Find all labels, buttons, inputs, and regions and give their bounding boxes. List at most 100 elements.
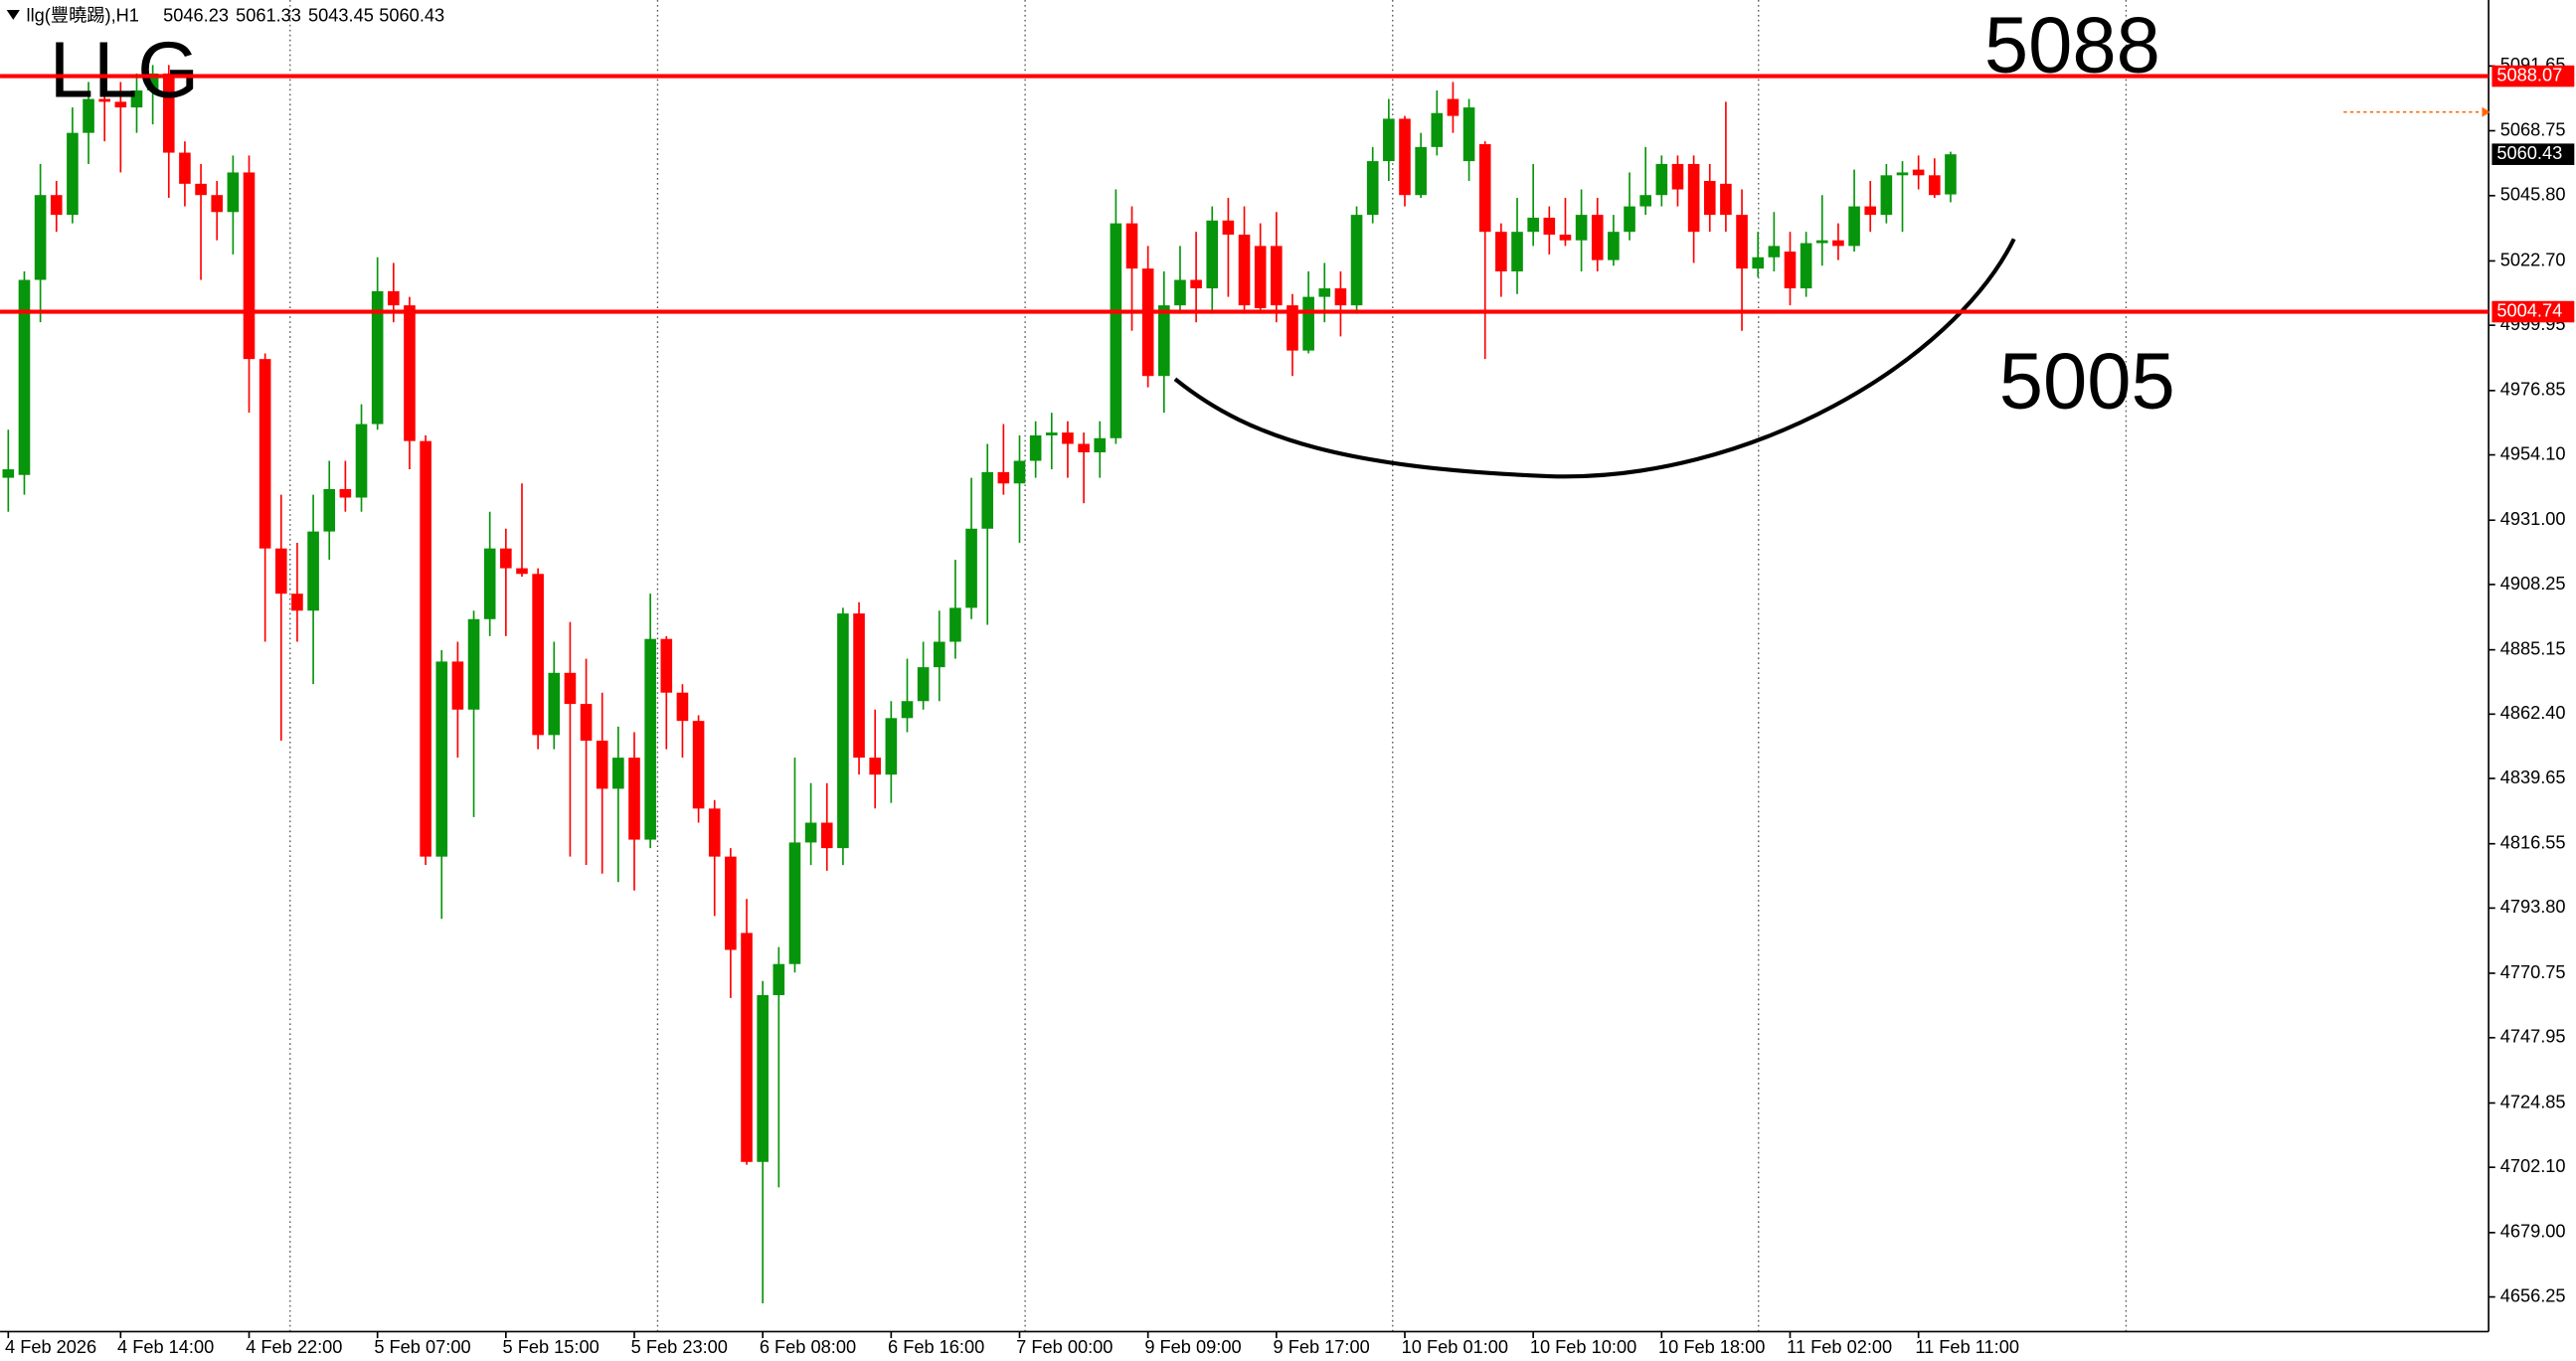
candle-body (1527, 217, 1539, 233)
candle-body (1912, 169, 1925, 176)
y-tick-label: 4656.25 (2500, 1284, 2566, 1305)
candle-body (1896, 172, 1909, 176)
candle-body (404, 305, 416, 441)
price-line-label: 5004.74 (2496, 299, 2562, 320)
candle-body (676, 692, 689, 722)
candle-body (612, 758, 624, 789)
candle-body (1703, 180, 1716, 216)
candle-body (195, 183, 207, 196)
candle-body (130, 89, 143, 108)
candle-body (901, 701, 914, 719)
ask-arrow (2482, 106, 2490, 117)
y-tick-label: 4954.10 (2500, 442, 2566, 463)
candle-body (67, 132, 79, 216)
x-tick-label: 9 Feb 17:00 (1274, 1336, 1370, 1357)
candle-body (1158, 305, 1170, 377)
candle-body (435, 661, 448, 857)
header-open: 5046.23 (163, 4, 229, 25)
x-tick-label: 5 Feb 15:00 (503, 1336, 600, 1357)
candle-body (1655, 163, 1668, 196)
candle-body (1238, 235, 1251, 306)
candle-body (773, 963, 785, 995)
candle-body (227, 172, 240, 213)
candle-body (644, 638, 656, 840)
price-line-label-box (2491, 65, 2575, 87)
candle-body (243, 172, 256, 360)
y-tick-label: 4816.55 (2500, 832, 2566, 853)
candle-body (1062, 432, 1074, 444)
candle-body (1447, 98, 1460, 116)
candle-body (692, 721, 705, 809)
candle-body (50, 195, 63, 216)
candle-body (1591, 215, 1604, 260)
candle-body (1671, 163, 1684, 190)
candle-body (1768, 246, 1781, 257)
x-tick-label: 10 Feb 01:00 (1402, 1336, 1508, 1357)
x-tick-label: 6 Feb 16:00 (888, 1336, 984, 1357)
candle-body (1302, 296, 1314, 351)
candle-body (965, 528, 977, 608)
candle-body (1094, 437, 1107, 452)
candle-body (291, 594, 303, 611)
y-tick-label: 4793.80 (2500, 896, 2566, 917)
candle-body (1206, 220, 1219, 289)
x-tick-label: 5 Feb 23:00 (631, 1336, 728, 1357)
candle-body (660, 638, 673, 693)
candle-body (114, 101, 127, 108)
candle-body (1045, 432, 1058, 435)
candle-body (2, 469, 15, 478)
y-tick-label: 4770.75 (2500, 961, 2566, 982)
candle-body (580, 704, 593, 742)
candle-body (516, 568, 528, 575)
candle-body (1800, 243, 1812, 289)
candle-body (1575, 215, 1588, 241)
candle-body (532, 574, 544, 736)
candle-body (307, 531, 319, 611)
y-tick-label: 5022.70 (2500, 249, 2566, 269)
candle-body (1110, 223, 1122, 438)
current-price-box (2491, 143, 2575, 165)
candle-body (467, 618, 480, 710)
current-price-label: 5060.43 (2496, 142, 2562, 163)
candle-body (725, 856, 737, 950)
x-tick-label: 4 Feb 2026 (5, 1336, 96, 1357)
candle-body (355, 424, 368, 498)
y-tick-label: 4839.65 (2500, 766, 2566, 787)
header-high: 5061.33 (236, 4, 301, 25)
candle-body (179, 152, 191, 184)
candle-body (1254, 246, 1267, 308)
price-line-label: 5088.07 (2496, 64, 2562, 85)
candle-body (1383, 118, 1395, 162)
y-tick-label: 4931.00 (2500, 508, 2566, 529)
menu-triangle (6, 9, 20, 20)
candle-body (1864, 206, 1877, 216)
symbol-title: llg(豐曉踢),H1 (27, 4, 139, 25)
x-tick-label: 4 Feb 14:00 (117, 1336, 214, 1357)
header-low: 5043.45 (308, 4, 374, 25)
y-tick-label: 4724.85 (2500, 1091, 2566, 1111)
y-tick-label: 4908.25 (2500, 573, 2566, 594)
candle-body (211, 195, 224, 213)
candle-body (1190, 279, 1202, 289)
candle-body (1929, 175, 1941, 196)
candle-body (1222, 220, 1235, 236)
candle-body (596, 741, 608, 789)
candle-body (1495, 232, 1507, 271)
candle-body (1784, 252, 1797, 289)
candle-body (1350, 215, 1363, 306)
x-tick-label: 7 Feb 00:00 (1016, 1336, 1113, 1357)
candle-body (804, 822, 817, 843)
candle-body (146, 73, 159, 90)
candle-body (885, 718, 898, 775)
candle-body (1880, 175, 1893, 216)
candle-body (741, 933, 753, 1162)
price-line-label-box (2491, 300, 2575, 323)
x-tick-label: 9 Feb 09:00 (1144, 1336, 1241, 1357)
candle-body (1431, 112, 1444, 147)
y-tick-label: 4747.95 (2500, 1026, 2566, 1047)
candle-body (1415, 146, 1427, 196)
candle-body (628, 758, 640, 840)
x-tick-label: 4 Feb 22:00 (246, 1336, 342, 1357)
candle-body (1078, 443, 1090, 452)
y-tick-label: 4679.00 (2500, 1221, 2566, 1242)
